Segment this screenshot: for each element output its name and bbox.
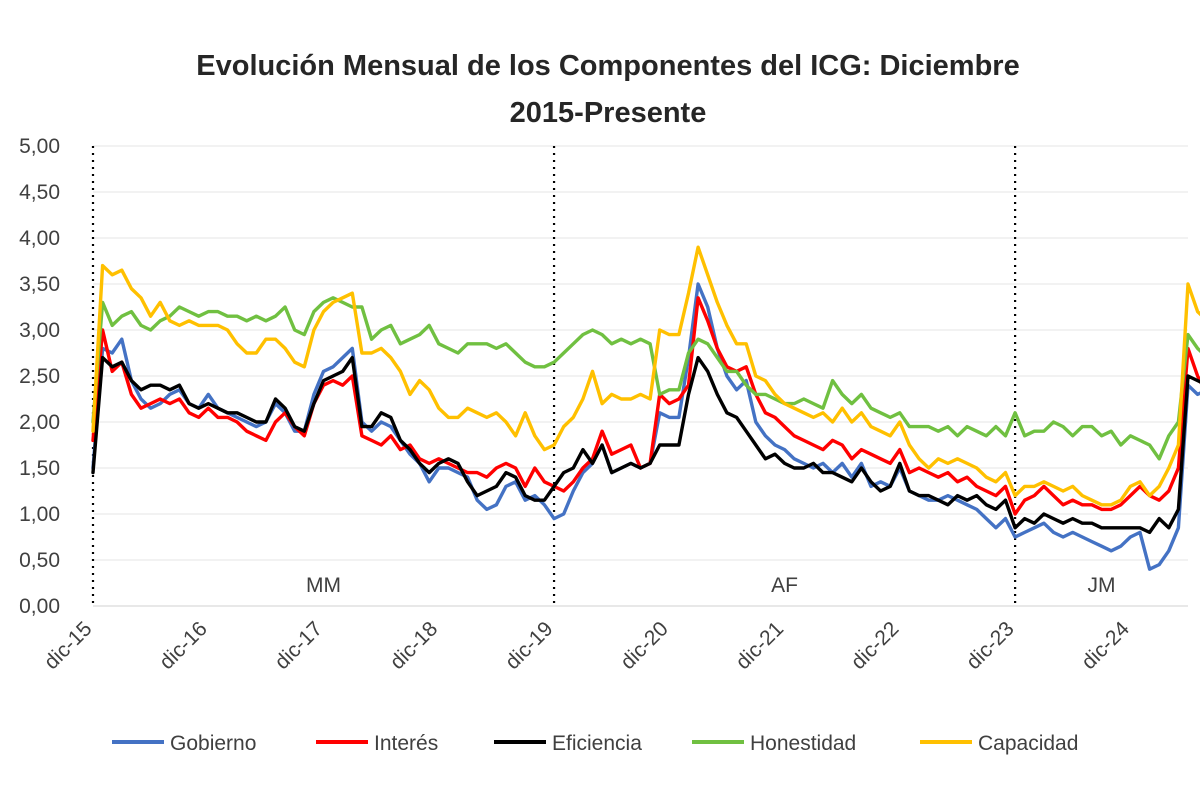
period-label-jm: JM (1088, 574, 1116, 597)
period-labels: MM AF JM (306, 574, 1116, 597)
y-tick-label: 4,50 (19, 181, 60, 204)
y-tick-label: 4,00 (19, 227, 60, 250)
series-line-eficiencia (91, 355, 1200, 535)
chart-title-line-1: Evolución Mensual de los Componentes del… (196, 50, 1019, 82)
legend-label-gobierno: Gobierno (170, 732, 256, 755)
series-line-capacidad (91, 245, 1200, 507)
y-tick-label: 1,50 (19, 457, 60, 480)
y-tick-label: 2,50 (19, 365, 60, 388)
y-tick-label: 5,00 (19, 135, 60, 158)
y-tick-label: 0,00 (19, 595, 60, 618)
legend-label-interés: Interés (374, 732, 438, 755)
y-tick-label: 0,50 (19, 549, 60, 572)
period-label-mm: MM (306, 574, 341, 597)
y-tick-label: 2,00 (19, 411, 60, 434)
chart-title-line-2: 2015-Presente (510, 97, 707, 129)
series-line-honestidad (91, 296, 1200, 461)
series-lines (91, 245, 1200, 571)
legend: Gobierno Interés Eficiencia Honestidad Capac… (112, 732, 1078, 755)
y-tick-label: 3,00 (19, 319, 60, 342)
legend-label-capacidad: Capacidad (978, 732, 1078, 755)
y-tick-label: 1,00 (19, 503, 60, 526)
period-label-af: AF (771, 574, 798, 597)
legend-label-honestidad: Honestidad (750, 732, 856, 755)
legend-label-eficiencia: Eficiencia (552, 732, 642, 755)
y-tick-label: 3,50 (19, 273, 60, 296)
gridlines (93, 145, 1188, 607)
y-axis: 0,00 0,50 1,00 1,50 2,00 2,50 3,00 3,50 4,00 4,50… (19, 135, 60, 618)
